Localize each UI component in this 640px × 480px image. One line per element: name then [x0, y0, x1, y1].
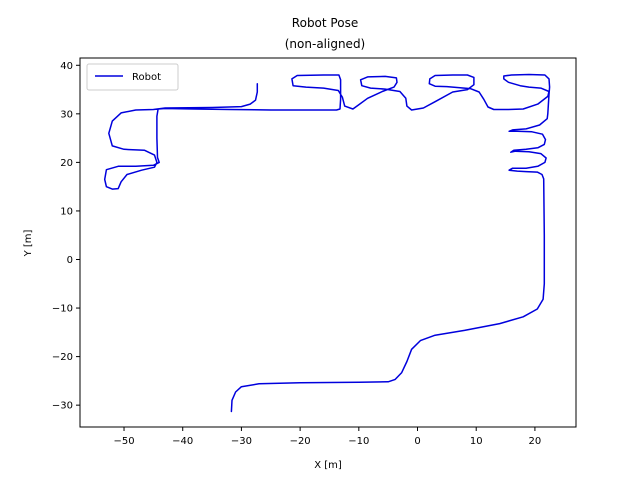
x-tick-label: −10: [348, 436, 369, 447]
x-axis-ticks: −50 −40 −30 −20 −10 0 10 20: [113, 427, 541, 447]
plot-frame: [79, 57, 577, 428]
series-line-robot: [103, 73, 551, 413]
y-tick-label: 0: [67, 255, 73, 266]
x-tick-label: −40: [172, 436, 193, 447]
x-tick-label: −20: [290, 436, 311, 447]
y-tick-label: −30: [52, 401, 73, 412]
x-tick-label: 0: [414, 436, 420, 447]
chart-subtitle: (non-aligned): [285, 37, 366, 51]
y-tick-label: 30: [60, 109, 73, 120]
plot-area: [79, 57, 577, 428]
x-tick-label: −50: [113, 436, 134, 447]
legend: Robot: [86, 63, 179, 91]
chart-title: Robot Pose: [292, 16, 358, 30]
y-tick-label: −20: [52, 352, 73, 363]
legend-label-robot: Robot: [132, 72, 161, 83]
y-tick-label: 10: [60, 206, 73, 217]
y-axis-title: Y [m]: [23, 229, 34, 257]
x-axis-title: X [m]: [314, 460, 342, 471]
y-tick-label: −10: [52, 304, 73, 315]
y-tick-label: 20: [60, 158, 73, 169]
x-tick-label: −30: [231, 436, 252, 447]
x-tick-label: 10: [470, 436, 483, 447]
y-tick-label: 40: [60, 61, 73, 72]
x-tick-label: 20: [529, 436, 542, 447]
legend-box: [86, 63, 179, 91]
y-axis-ticks: −30 −20 −10 0 10 20 30 40: [52, 61, 80, 412]
